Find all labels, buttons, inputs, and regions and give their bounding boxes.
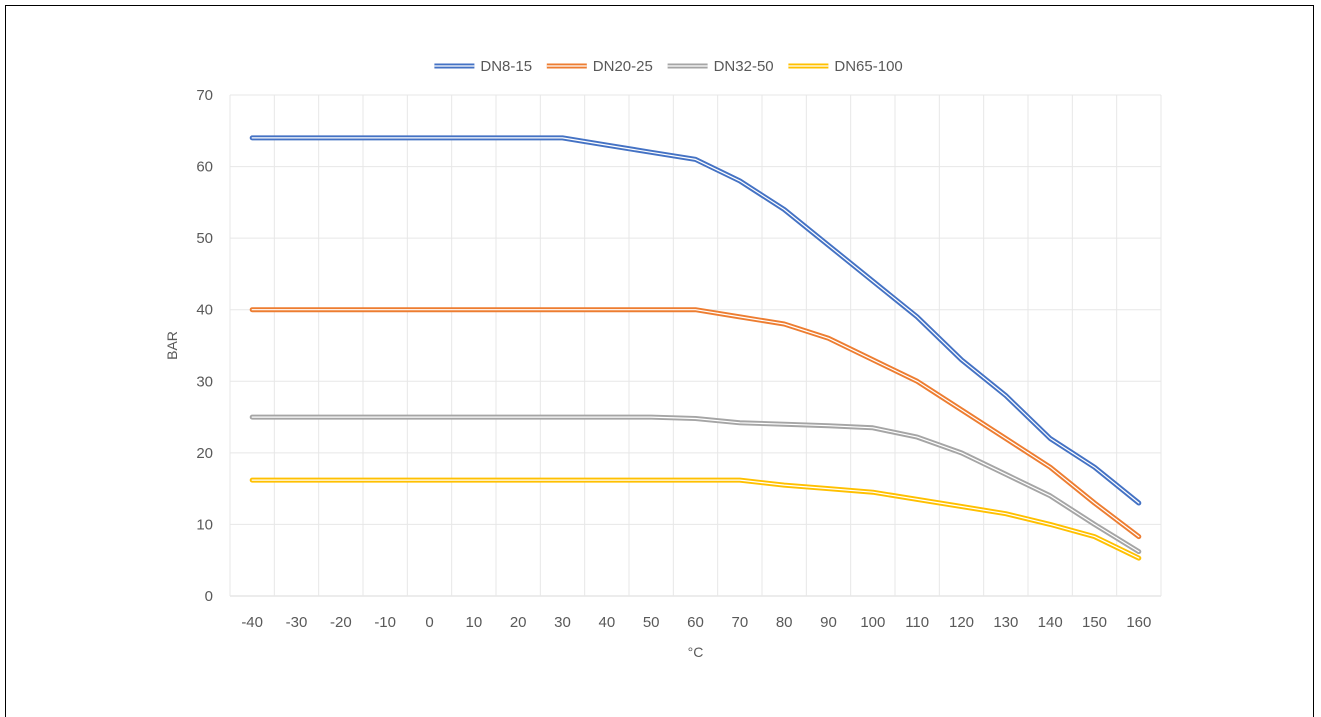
y-tick-label: 20 (196, 445, 213, 462)
series-line (249, 135, 1142, 506)
y-tick-label: 50 (196, 230, 213, 247)
x-tick-label: 50 (643, 614, 660, 631)
y-tick-label: 70 (196, 87, 213, 104)
series-line-outer (249, 307, 1142, 540)
x-tick-label: 150 (1082, 614, 1107, 631)
gridlines (229, 94, 1162, 597)
x-tick-label: 20 (510, 614, 527, 631)
x-tick-label: -10 (374, 614, 396, 631)
legend-label: DN8-15 (480, 58, 532, 75)
x-tick-label: 0 (425, 614, 433, 631)
legend: DN8-15 DN20-25 DN32-50 DN65-100 (434, 58, 903, 75)
legend-label: DN32-50 (714, 58, 774, 75)
y-axis-title: BAR (164, 331, 180, 360)
x-tick-label: 120 (949, 614, 974, 631)
legend-item: DN8-15 (434, 58, 532, 75)
legend-item: DN32-50 (667, 58, 774, 75)
series-line-outer (249, 135, 1142, 506)
legend-item: DN65-100 (788, 58, 903, 75)
y-tick-label: 40 (196, 302, 213, 319)
x-tick-label: 130 (993, 614, 1018, 631)
x-tick-label: 80 (776, 614, 793, 631)
series-line-inner (251, 416, 1140, 553)
x-tick-label: 110 (905, 614, 929, 631)
series-lines (249, 135, 1142, 561)
x-tick-label: -30 (286, 614, 308, 631)
x-tick-label: 100 (860, 614, 885, 631)
y-axis-tick-labels: 0 10 20 30 40 50 60 70 (196, 87, 213, 605)
x-tick-label: 70 (731, 614, 748, 631)
series-line-inner (251, 479, 1140, 559)
series-line-inner (251, 309, 1140, 538)
y-tick-label: 0 (205, 588, 213, 605)
x-tick-label: 30 (554, 614, 571, 631)
y-tick-label: 10 (196, 516, 213, 533)
y-tick-label: 60 (196, 159, 213, 176)
y-tick-label: 30 (196, 373, 213, 390)
x-tick-label: 140 (1038, 614, 1063, 631)
x-tick-label: -20 (330, 614, 352, 631)
x-tick-label: 160 (1126, 614, 1151, 631)
legend-label: DN20-25 (593, 58, 653, 75)
series-line (249, 414, 1142, 555)
x-axis-title: °C (688, 644, 704, 660)
legend-item: DN20-25 (546, 58, 653, 75)
x-tick-label: 90 (820, 614, 837, 631)
x-tick-label: 40 (598, 614, 615, 631)
series-line (249, 307, 1142, 540)
series-line-inner (251, 137, 1140, 504)
x-axis-tick-labels: -40 -30 -20 -10 0 10 20 30 40 50 60 70 80 90 100 110 120… (241, 614, 1151, 631)
series-line-outer (249, 477, 1142, 561)
x-tick-label: -40 (241, 614, 263, 631)
chart-frame (5, 5, 1314, 717)
legend-label: DN65-100 (834, 58, 902, 75)
series-line (249, 477, 1142, 561)
x-tick-label: 60 (687, 614, 704, 631)
x-tick-label: 10 (465, 614, 482, 631)
